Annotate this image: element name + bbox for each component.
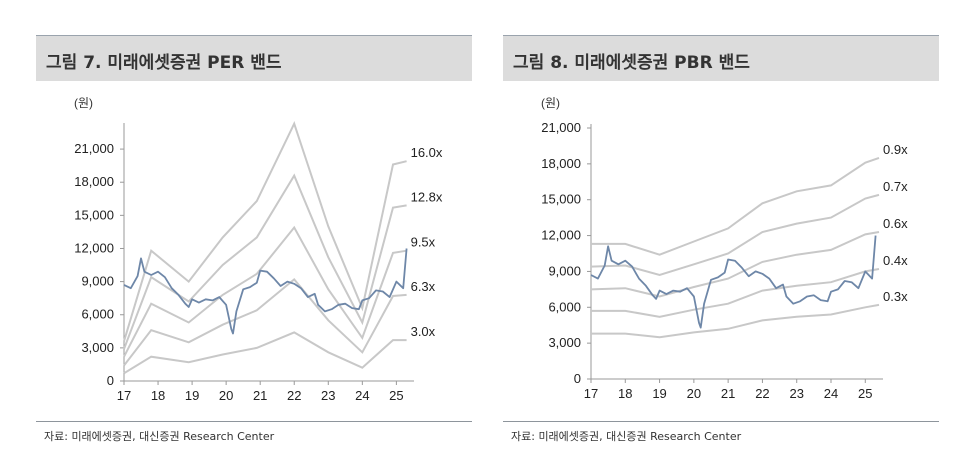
x-tick-label: 21: [721, 386, 735, 401]
y-tick-label: 9,000: [548, 263, 581, 278]
source-note: 자료: 미래에셋증권, 대신증권 Research Center: [511, 430, 742, 443]
x-tick-label: 22: [287, 388, 301, 403]
figure-title-bar: 그림 7. 미래에셋증권 PER 밴드: [36, 35, 472, 81]
x-tick-label: 19: [185, 388, 199, 403]
band-line: [123, 225, 407, 358]
source-divider: [503, 421, 939, 422]
band-line: [591, 303, 880, 339]
x-tick-label: 20: [687, 386, 701, 401]
x-tick-label: 18: [151, 388, 165, 403]
unit-label: (원): [541, 96, 560, 110]
figure-title: 그림 8. 미래에셋증권 PBR 밴드: [513, 53, 750, 73]
band-label: 0.6x: [883, 216, 908, 231]
x-tick-label: 23: [321, 388, 335, 403]
band-line: [123, 121, 407, 342]
y-tick-label: 15,000: [74, 207, 114, 222]
unit-label: (원): [74, 96, 93, 110]
y-tick-label: 3,000: [548, 335, 581, 350]
y-tick-label: 9,000: [81, 274, 114, 289]
band-label: 0.9x: [883, 142, 908, 157]
x-tick-label: 21: [253, 388, 267, 403]
pbr-band-chart: (원) 0 3,000 6,000 9,000 12,000 15,000 18,000 21,…: [541, 96, 908, 401]
band-line: [123, 173, 407, 350]
x-tick-label: 18: [618, 386, 632, 401]
figure-title-bar: 그림 8. 미래에셋증권 PBR 밴드: [503, 35, 939, 81]
band-line: [591, 156, 880, 256]
y-tick-label: 21,000: [541, 120, 581, 135]
y-tick-label: 15,000: [541, 192, 581, 207]
x-tick-label: 24: [355, 388, 369, 403]
y-tick-label: 12,000: [74, 240, 114, 255]
y-tick-label: 0: [574, 371, 581, 386]
figure-title: 그림 7. 미래에셋증권 PER 밴드: [46, 53, 282, 73]
band-label: 3.0x: [411, 324, 436, 339]
source-divider: [36, 421, 472, 422]
source-note: 자료: 미래에셋증권, 대신증권 Research Center: [44, 430, 275, 443]
pbr-band-panel: 그림 8. 미래에셋증권 PBR 밴드 (원) 0 3,000 6,000 9,000 1…: [503, 0, 939, 473]
y-tick-label: 6,000: [81, 307, 114, 322]
x-tick-label: 17: [584, 386, 598, 401]
y-tick-label: 6,000: [548, 299, 581, 314]
x-tick-label: 22: [755, 386, 769, 401]
band-line: [590, 231, 880, 298]
x-tick-label: 19: [652, 386, 666, 401]
band-label: 9.5x: [411, 235, 436, 250]
band-label: 0.7x: [883, 179, 908, 194]
y-tick-label: 18,000: [541, 156, 581, 171]
band-label: 0.3x: [883, 289, 908, 304]
y-tick-label: 12,000: [541, 228, 581, 243]
band-label: 12.8x: [411, 189, 443, 204]
price-line: [123, 248, 408, 335]
x-tick-label: 23: [789, 386, 803, 401]
y-tick-label: 3,000: [81, 340, 114, 355]
y-tick-label: 21,000: [74, 141, 114, 156]
x-tick-label: 25: [389, 388, 403, 403]
band-line: [123, 277, 407, 367]
band-line: [591, 268, 880, 318]
y-tick-label: 0: [107, 373, 114, 388]
y-tick-label: 18,000: [74, 174, 114, 189]
x-tick-label: 20: [219, 388, 233, 403]
band-label: 0.4x: [883, 253, 908, 268]
x-tick-label: 25: [858, 386, 872, 401]
band-line: [590, 193, 880, 277]
x-tick-label: 17: [117, 388, 131, 403]
band-line: [123, 331, 407, 375]
band-label: 6.3x: [411, 279, 436, 294]
per-band-panel: 그림 7. 미래에셋증권 PER 밴드 (원) 0 3,000 6,000 9,000 1…: [36, 0, 472, 473]
band-label: 16.0x: [411, 145, 443, 160]
per-band-chart: (원) 0 3,000 6,000 9,000 12,000 15,000 18,000 21,…: [74, 96, 443, 403]
price-line: [590, 235, 877, 329]
x-tick-label: 24: [824, 386, 838, 401]
